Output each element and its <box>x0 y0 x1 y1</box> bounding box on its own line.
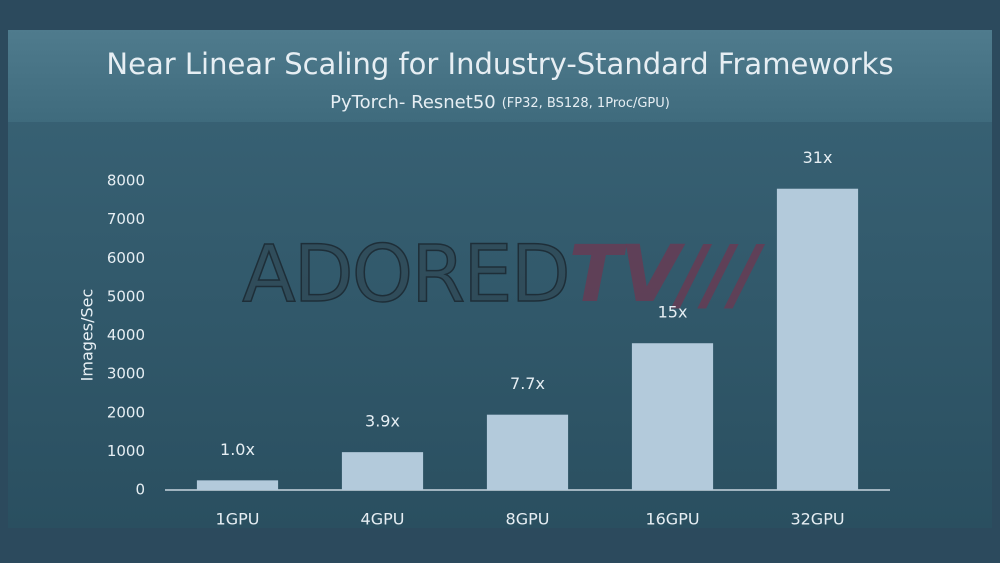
bar <box>196 480 279 490</box>
bar <box>631 343 714 490</box>
x-tick-label: 1GPU <box>216 510 260 529</box>
y-tick-label: 2000 <box>107 403 145 421</box>
bar-annotation: 1.0x <box>220 440 255 459</box>
y-axis-label: Images/Sec <box>78 289 97 382</box>
y-tick-label: 1000 <box>107 442 145 460</box>
subtitle-main: PyTorch- Resnet50 <box>330 92 496 113</box>
watermark: ADOREDTV/// <box>242 230 765 320</box>
bar-annotation: 31x <box>803 148 833 167</box>
x-tick-label: 8GPU <box>506 510 550 529</box>
bar-annotation: 15x <box>658 303 688 322</box>
bar <box>341 452 424 490</box>
y-tick-label: 4000 <box>107 326 145 344</box>
y-tick-label: 8000 <box>107 172 145 190</box>
x-tick-label: 16GPU <box>645 510 699 529</box>
chart-title: Near Linear Scaling for Industry-Standar… <box>106 47 893 81</box>
x-tick-label: 32GPU <box>790 510 844 529</box>
subtitle-note: (FP32, BS128, 1Proc/GPU) <box>502 96 670 111</box>
subtitle: PyTorch- Resnet50 (FP32, BS128, 1Proc/GPU… <box>330 92 670 113</box>
title-band <box>8 30 992 122</box>
bar <box>776 188 859 490</box>
watermark-a: ADORED <box>242 230 568 320</box>
bar <box>486 414 569 490</box>
y-tick-label: 6000 <box>107 249 145 267</box>
x-tick-label: 4GPU <box>361 510 405 529</box>
bar-annotation: 7.7x <box>510 374 545 393</box>
y-tick-label: 5000 <box>107 287 145 305</box>
y-tick-label: 7000 <box>107 210 145 228</box>
y-tick-label: 3000 <box>107 365 145 383</box>
bar-annotation: 3.9x <box>365 412 400 431</box>
watermark-b: TV/// <box>569 230 766 320</box>
y-tick-label: 0 <box>135 481 145 499</box>
